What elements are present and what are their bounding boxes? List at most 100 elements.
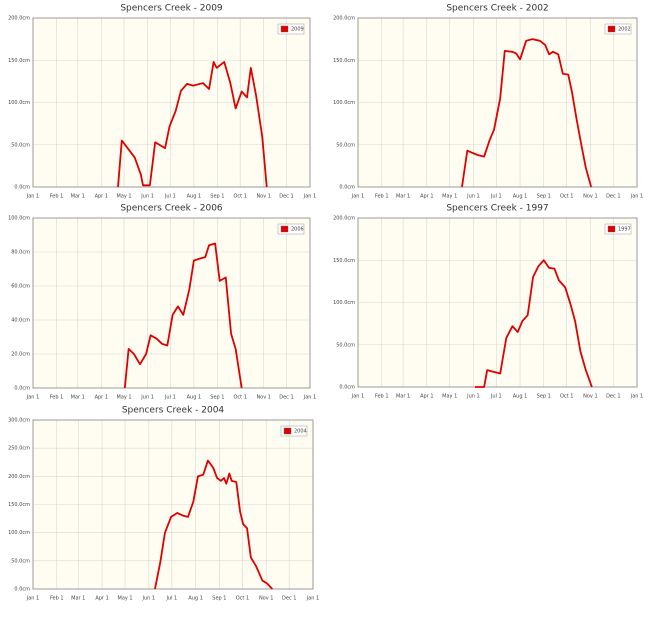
y-tick-label: 0.0cm [14, 185, 30, 191]
x-tick-label: May 1 [442, 194, 457, 200]
x-tick-label: Feb 1 [50, 194, 64, 200]
x-tick-label: Jul 1 [164, 194, 176, 200]
x-tick-label: Jun 1 [140, 194, 154, 200]
x-tick-label: Sep 1 [212, 596, 226, 602]
y-tick-label: 200.0cm [333, 216, 355, 222]
x-tick-label: Jul 1 [490, 394, 502, 400]
y-tick-label: 150.0cm [8, 502, 30, 508]
x-tick-label: Mar 1 [71, 395, 85, 401]
x-tick-label: Jul 1 [490, 194, 502, 200]
legend-swatch [607, 25, 616, 33]
x-tick-label: Jun 1 [140, 395, 154, 401]
y-tick-label: 150.0cm [333, 258, 355, 264]
x-tick-label: Aug 1 [187, 395, 202, 401]
x-tick-label: Jan 1 [26, 596, 39, 602]
x-tick-label: Oct 1 [236, 596, 249, 602]
legend-swatch [283, 427, 292, 435]
x-tick-label: Jan 1 [630, 194, 643, 200]
chart-title: Spencers Creek - 2006 [120, 204, 223, 214]
x-tick-label: Apr 1 [95, 194, 108, 200]
x-tick-label: Jan 1 [26, 395, 39, 401]
chart-panel: Spencers Creek - 2002 Jan 1 Feb 1 Mar 1 Apr … [333, 4, 643, 200]
x-tick-label: Nov 1 [583, 194, 598, 200]
x-tick-label: Oct 1 [233, 194, 246, 200]
y-tick-label: 60.0cm [11, 284, 30, 290]
legend-swatch [280, 225, 289, 233]
x-tick-label: Sep 1 [537, 394, 551, 400]
x-tick-label: Jan 1 [351, 194, 364, 200]
y-tick-label: 80.0cm [11, 250, 30, 256]
y-tick-label: 100.0cm [8, 216, 30, 222]
x-tick-label: Nov 1 [583, 394, 598, 400]
series-line [461, 38, 593, 188]
x-tick-label: Jun 1 [466, 394, 480, 400]
y-tick-label: 50.0cm [11, 558, 30, 564]
legend-swatch [280, 25, 289, 33]
x-tick-label: Dec 1 [606, 394, 620, 400]
x-tick-label: Nov 1 [256, 194, 271, 200]
x-tick-label: Sep 1 [210, 194, 224, 200]
legend-box [280, 425, 308, 437]
series-line [117, 61, 268, 188]
x-tick-label: Dec 1 [279, 194, 293, 200]
chart-title: Spencers Creek - 2009 [120, 4, 223, 14]
x-tick-label: Oct 1 [233, 395, 246, 401]
legend-box [604, 23, 632, 35]
chart-title: Spencers Creek - 2004 [122, 406, 225, 416]
x-tick-label: Mar 1 [396, 194, 410, 200]
y-tick-label: 100.0cm [333, 300, 355, 306]
series-line [154, 459, 273, 590]
series-line [474, 259, 593, 388]
x-tick-label: Aug 1 [187, 194, 202, 200]
y-tick-label: 50.0cm [336, 342, 355, 348]
y-tick-label: 50.0cm [11, 142, 30, 148]
x-tick-label: Dec 1 [282, 596, 296, 602]
x-tick-label: Sep 1 [210, 395, 224, 401]
y-tick-label: 200.0cm [8, 474, 30, 480]
legend-swatch [607, 225, 616, 233]
legend-label: 2002 [618, 27, 631, 33]
y-tick-label: 0.0cm [14, 587, 30, 593]
x-tick-label: Jun 1 [142, 596, 156, 602]
chart-panel: Spencers Creek - 1997 Jan 1 Feb 1 Mar 1 Apr … [333, 204, 643, 400]
legend-label: 2006 [291, 227, 304, 233]
x-tick-label: Feb 1 [375, 194, 389, 200]
legend-box [604, 223, 632, 235]
plot-border [32, 419, 314, 590]
x-tick-label: Jan 1 [306, 596, 319, 602]
y-tick-label: 100.0cm [333, 100, 355, 106]
series-line [123, 242, 243, 389]
x-tick-label: Apr 1 [95, 596, 108, 602]
x-tick-label: Feb 1 [375, 394, 389, 400]
x-tick-label: Apr 1 [420, 394, 433, 400]
x-tick-label: Apr 1 [420, 194, 433, 200]
x-tick-label: Oct 1 [560, 394, 573, 400]
x-tick-label: Aug 1 [513, 194, 528, 200]
legend-box [277, 23, 305, 35]
plot-border [357, 217, 638, 388]
y-tick-label: 0.0cm [14, 386, 30, 392]
y-tick-label: 100.0cm [8, 530, 30, 536]
x-tick-label: May 1 [442, 394, 457, 400]
y-tick-label: 40.0cm [11, 318, 30, 324]
y-tick-label: 0.0cm [339, 185, 355, 191]
chart-panel: Spencers Creek - 2004 Jan 1 Feb 1 Mar 1 Apr … [8, 406, 319, 602]
x-tick-label: May 1 [118, 596, 133, 602]
x-tick-label: Jul 1 [164, 395, 176, 401]
x-tick-label: Jun 1 [466, 194, 480, 200]
x-tick-label: Jan 1 [303, 395, 316, 401]
legend-label: 1997 [618, 227, 631, 233]
x-tick-label: Mar 1 [71, 194, 85, 200]
x-tick-label: Nov 1 [256, 395, 271, 401]
plot-area [33, 218, 310, 388]
legend-box [277, 223, 305, 235]
x-tick-label: Aug 1 [513, 394, 528, 400]
y-tick-label: 150.0cm [333, 58, 355, 64]
legend-label: 2004 [294, 429, 307, 435]
y-tick-label: 200.0cm [8, 16, 30, 22]
x-tick-label: Jan 1 [351, 394, 364, 400]
x-tick-label: Oct 1 [560, 194, 573, 200]
x-tick-label: Jul 1 [165, 596, 177, 602]
